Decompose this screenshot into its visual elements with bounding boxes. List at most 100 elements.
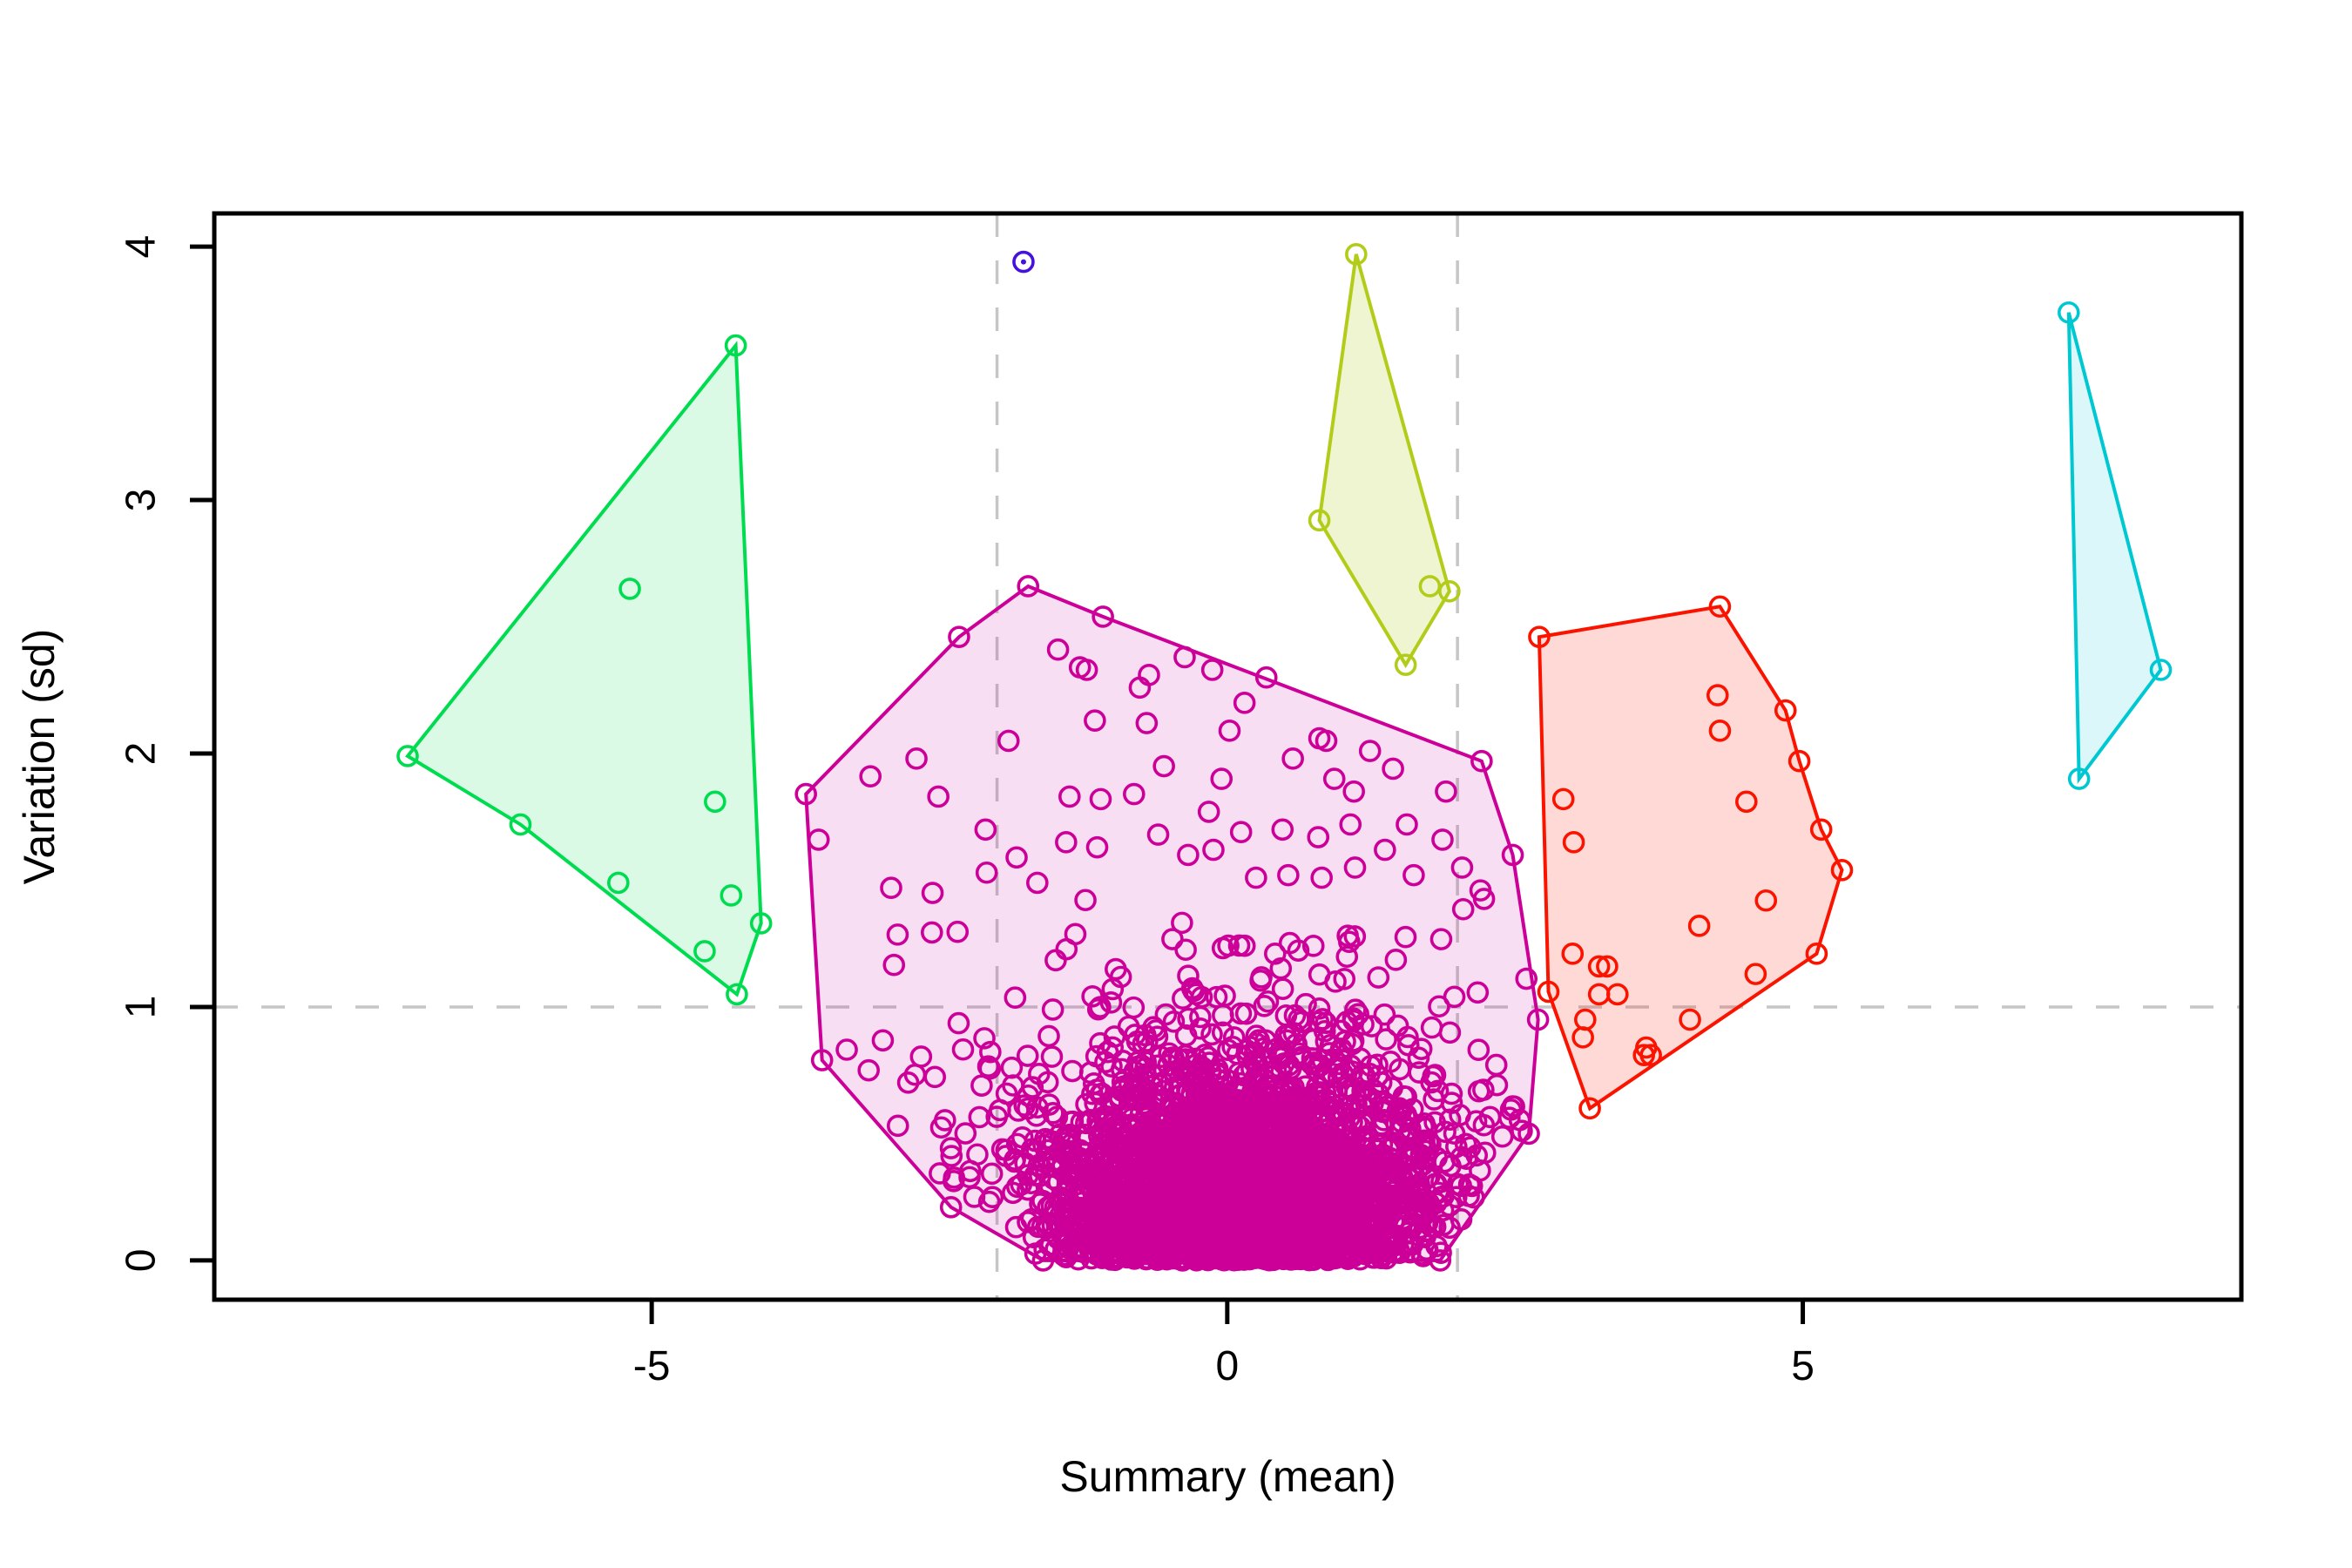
data-point: [1466, 981, 1490, 1004]
data-point: [1344, 998, 1367, 1021]
data-point: [1345, 243, 1368, 266]
data-point: [1094, 1051, 1117, 1074]
data-point: [1394, 1214, 1417, 1238]
data-point: [1076, 1222, 1099, 1245]
y-tick-label: 0: [118, 1249, 165, 1273]
data-point: [2149, 659, 2173, 681]
data-point: [980, 1162, 1004, 1186]
data-point: [1112, 1075, 1136, 1098]
data-point: [985, 1105, 1008, 1128]
data-point: [1002, 1181, 1024, 1205]
data-point: [1178, 1173, 1201, 1196]
data-point: [1193, 1044, 1217, 1066]
data-point: [974, 818, 997, 841]
data-point: [1174, 938, 1197, 962]
data-point: [1078, 1163, 1100, 1186]
data-point: [1063, 1159, 1086, 1183]
y-tick-label: 1: [118, 996, 165, 1019]
data-point: [1220, 1161, 1243, 1185]
data-point: [1259, 1248, 1282, 1272]
data-point: [1225, 1080, 1248, 1104]
data-point: [1126, 1240, 1150, 1264]
cluster-red: [1528, 595, 1854, 1120]
data-point: [1054, 1125, 1078, 1148]
data-point: [1754, 889, 1778, 912]
data-point: [1409, 1037, 1433, 1060]
data-point: [1389, 1058, 1411, 1081]
data-point: [1280, 1212, 1303, 1235]
data-point: [1270, 1129, 1294, 1152]
data-point: [1211, 936, 1234, 960]
data-point: [1511, 1119, 1533, 1143]
data-point: [1139, 1139, 1162, 1162]
data-point: [1830, 859, 1854, 882]
data-point: [973, 1027, 996, 1050]
data-point: [1472, 888, 1496, 910]
data-point: [1805, 943, 1828, 965]
data-point: [1213, 984, 1236, 1007]
data-point: [1218, 720, 1241, 742]
data-point: [1074, 889, 1097, 912]
data-point: [951, 1037, 975, 1061]
data-point: [1311, 1008, 1334, 1031]
data-point: [720, 884, 743, 907]
data-point: [1358, 740, 1382, 762]
data-point: [1233, 692, 1256, 714]
data-point: [1099, 1092, 1122, 1114]
data-point: [939, 1137, 963, 1159]
data-point: [1382, 757, 1404, 781]
data-point: [1128, 1206, 1151, 1228]
data-point: [1171, 911, 1193, 935]
data-point: [1587, 955, 1611, 978]
data-point: [1092, 605, 1114, 628]
data-point: [607, 871, 630, 895]
data-point: [886, 923, 909, 946]
data-point: [1164, 1132, 1186, 1155]
data-point: [693, 940, 716, 963]
data-point: [1284, 1221, 1308, 1245]
data-point: [1463, 1186, 1485, 1209]
data-point: [1005, 1132, 1029, 1156]
data-point: [1394, 925, 1417, 949]
data-point: [1123, 782, 1146, 806]
data-point: [1343, 925, 1367, 948]
data-point: [1367, 966, 1390, 989]
data-point: [1017, 1097, 1039, 1120]
data-point: [1088, 1132, 1112, 1156]
data-point: [1277, 863, 1300, 887]
data-point: [1342, 780, 1365, 803]
data-point: [1605, 983, 1629, 1006]
data-point: [1125, 1030, 1149, 1053]
data-point: [724, 334, 747, 357]
data-point: [1501, 843, 1524, 867]
data-point: [1123, 1060, 1146, 1083]
cluster-yellow-green: [1308, 243, 1461, 676]
data-point: [1372, 1213, 1395, 1237]
data-point: [939, 1196, 963, 1219]
data-point: [1423, 1088, 1445, 1111]
data-point: [1064, 923, 1087, 946]
data-point: [1301, 1169, 1325, 1193]
data-point: [1499, 1098, 1523, 1121]
y-axis: 0 1 2 3 4: [118, 235, 214, 1273]
data-point: [1135, 712, 1159, 734]
data-point: [1092, 1149, 1116, 1173]
data-point: [1128, 676, 1152, 700]
data-point: [905, 747, 928, 770]
data-point: [1197, 801, 1220, 823]
data-point: [946, 920, 970, 943]
data-point: [1173, 645, 1196, 669]
data-point: [979, 1040, 1002, 1064]
data-point: [1470, 749, 1493, 773]
data-point: [1418, 575, 1442, 598]
data-point: [1387, 1239, 1410, 1262]
data-point: [1040, 1194, 1064, 1218]
data-point: [1078, 1061, 1102, 1085]
x-axis-title: Summary (mean): [1059, 1452, 1396, 1501]
cluster-center-dot: [1020, 259, 1026, 265]
data-point: [1076, 1173, 1099, 1196]
data-point: [1232, 1139, 1255, 1163]
data-point: [1252, 1118, 1275, 1140]
x-tick-label: 0: [1215, 1343, 1239, 1389]
data-point: [978, 1057, 1002, 1080]
